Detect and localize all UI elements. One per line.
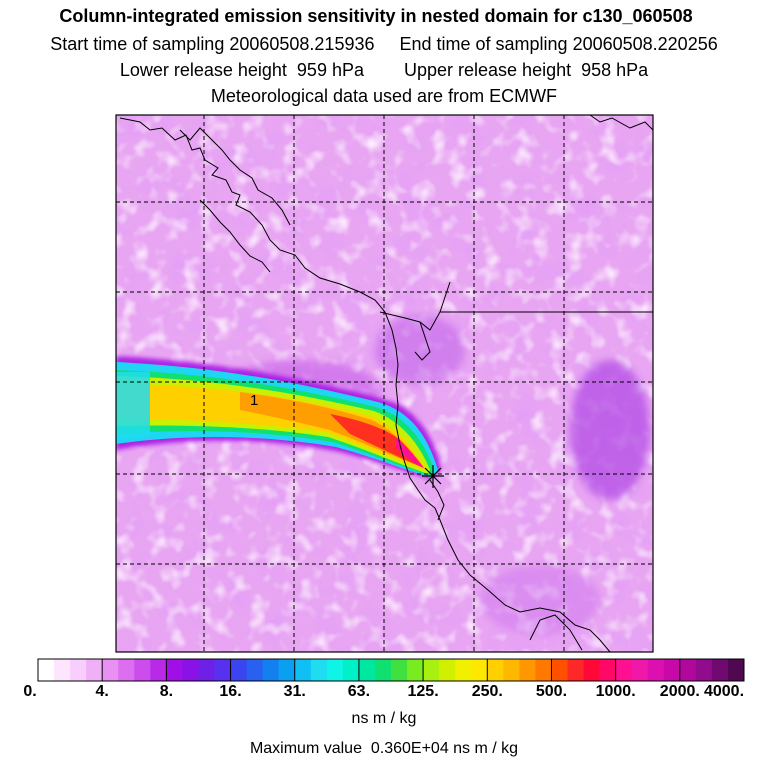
colorbar-frame	[37, 658, 745, 682]
colorbar-swatch	[631, 659, 649, 681]
plume-label: 1	[250, 392, 259, 409]
colorbar-swatch	[711, 659, 729, 681]
colorbar-swatch	[150, 659, 167, 681]
lat-lon-grid	[116, 115, 653, 652]
colorbar-swatch	[599, 659, 617, 681]
colorbar-tick-label: 4.	[95, 683, 109, 700]
colorbar-swatch	[487, 659, 504, 681]
colorbar-swatch	[70, 659, 87, 681]
colorbar-tick-label: 2000.	[659, 683, 700, 700]
met-data-line: Meteorological data used are from ECMWF	[210, 86, 558, 106]
colorbar	[37, 658, 745, 682]
colorbar-tick-label: 63.	[347, 683, 371, 700]
colorbar-swatch	[342, 659, 360, 681]
colorbar-swatch	[358, 659, 376, 681]
colorbar-swatch	[391, 659, 408, 681]
maximum-value-text: Maximum value 0.360E+04 ns m / kg	[249, 740, 519, 757]
colorbar-swatch	[54, 659, 71, 681]
colorbar-swatch	[198, 659, 215, 681]
colorbar-tick-label: 8.	[159, 683, 174, 700]
colorbar-units: ns m / kg	[351, 710, 417, 727]
colorbar-tick-label: 250.	[471, 683, 503, 700]
colorbar-swatch	[583, 659, 601, 681]
colorbar-swatch	[246, 659, 264, 681]
map-frame	[115, 114, 654, 653]
colorbar-tick-label: 500.	[535, 683, 568, 700]
colorbar-tick-label: 0.	[23, 683, 37, 700]
colorbar-swatch	[407, 659, 424, 681]
colorbar-swatch	[551, 659, 568, 681]
colorbar-swatch	[102, 659, 119, 681]
colorbar-swatch	[535, 659, 552, 681]
map-title: Column-integrated emission sensitivity i…	[59, 6, 693, 26]
colorbar-swatch	[182, 659, 199, 681]
emission-plume	[116, 356, 442, 480]
colorbar-tick-label: 1000.	[595, 683, 636, 700]
colorbar-swatch	[86, 659, 103, 681]
colorbar-tick-label: 16.	[219, 683, 242, 700]
colorbar-swatch	[38, 659, 55, 681]
colorbar-swatch	[134, 659, 151, 681]
coastlines	[119, 115, 653, 652]
colorbar-swatch	[278, 659, 296, 681]
colorbar-swatch	[647, 659, 665, 681]
colorbar-swatch	[294, 659, 312, 681]
colorbar-tick-label: 31.	[283, 683, 306, 700]
colorbar-swatch	[471, 659, 488, 681]
release-height-line: Lower release height 959 hPa Upper relea…	[119, 60, 649, 80]
sampling-time-line: Start time of sampling 20060508.215936 E…	[50, 34, 718, 54]
colorbar-swatch	[727, 659, 745, 681]
colorbar-swatch	[615, 659, 633, 681]
colorbar-swatch	[567, 659, 585, 681]
sensitivity-field	[116, 115, 653, 652]
colorbar-swatch	[166, 659, 183, 681]
colorbar-swatch	[519, 659, 536, 681]
colorbar-swatch	[262, 659, 280, 681]
colorbar-swatch	[374, 659, 392, 681]
colorbar-swatch	[695, 659, 713, 681]
colorbar-swatch	[423, 659, 440, 681]
colorbar-swatch	[455, 659, 472, 681]
colorbar-swatch	[214, 659, 232, 681]
colorbar-swatch	[503, 659, 520, 681]
colorbar-tick-label: 4000.	[703, 683, 745, 700]
colorbar-tick-label: 125.	[407, 683, 439, 700]
colorbar-swatch	[230, 659, 248, 681]
star-marker-icon	[422, 465, 444, 488]
colorbar-swatch	[439, 659, 456, 681]
colorbar-swatch	[310, 659, 328, 681]
colorbar-swatch	[679, 659, 697, 681]
colorbar-swatch	[663, 659, 681, 681]
colorbar-swatch	[326, 659, 344, 681]
colorbar-swatch	[118, 659, 135, 681]
